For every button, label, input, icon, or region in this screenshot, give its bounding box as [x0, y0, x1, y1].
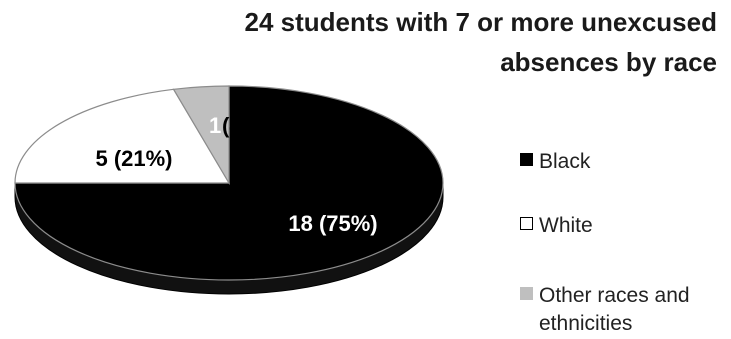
data-label-white: 5 (21%)	[95, 146, 172, 171]
legend-label-black: Black	[539, 150, 591, 173]
legend-item-white: White	[520, 212, 593, 240]
pie-slice-0	[14, 85, 444, 281]
legend-swatch-white	[520, 217, 533, 230]
legend-label-other: Other races and ethnicities	[539, 284, 690, 335]
pie-slice-2	[172, 85, 230, 186]
chart-title-line-2: absences by race	[500, 47, 717, 77]
legend-item-other: Other races and ethnicities	[520, 282, 690, 338]
chart-title-line-1: 24 students with 7 or more unexcused	[244, 7, 717, 37]
data-label-other-percent: (4%)	[222, 113, 268, 138]
chart-title: 24 students with 7 or more unexcused abs…	[157, 2, 717, 82]
data-label-black: 18 (75%)	[288, 211, 377, 236]
legend-swatch-other	[520, 287, 533, 300]
pie-slice-1	[14, 88, 231, 184]
legend-swatch-black	[520, 153, 533, 166]
legend-item-black: Black	[520, 148, 590, 176]
data-label-other-value: 1	[209, 113, 221, 138]
legend-label-white: White	[539, 214, 593, 237]
